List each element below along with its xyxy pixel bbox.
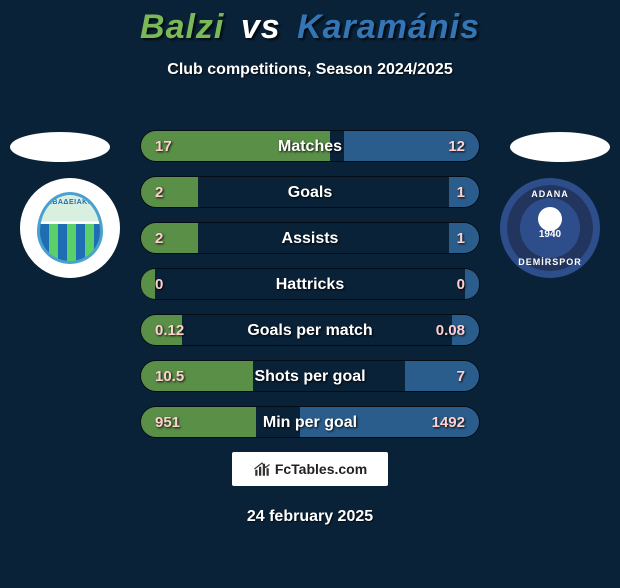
stat-row-label: Assists [141, 223, 479, 255]
stat-row: Goals2 1 [140, 176, 480, 208]
stat-row-label: Matches [141, 131, 479, 163]
right-crest-bot-text: DEMİRSPOR [518, 257, 582, 267]
left-crest-text: ΛΕΒΑΔΕΙΑΚΟΣ [40, 199, 100, 206]
stat-row: Goals per match0.12 0.08 [140, 314, 480, 346]
right-ellipse [510, 132, 610, 162]
stat-row-value-right: 0 [457, 269, 465, 301]
stat-row-label: Goals per match [141, 315, 479, 347]
title-vs: vs [241, 8, 281, 46]
left-ellipse [10, 132, 110, 162]
stat-row-label: Hattricks [141, 269, 479, 301]
stat-row-value-right: 7 [457, 361, 465, 393]
right-crest-year: 1940 [539, 229, 561, 240]
title-player1: Balzi [140, 8, 224, 46]
stat-row-value-left: 2 [155, 223, 163, 255]
stat-row-value-right: 1 [457, 223, 465, 255]
stat-rows: Matches1712Goals21Assists21Hattricks00Go… [140, 130, 480, 452]
stat-row-value-right: 1 [457, 177, 465, 209]
right-club-crest: ADANA 1940 DEMİRSPOR [500, 178, 600, 278]
stat-row: Matches17 12 [140, 130, 480, 162]
left-club-crest: ΛΕΒΑΔΕΙΑΚΟΣ [20, 178, 120, 278]
chart-icon [253, 460, 271, 478]
brand-text: FcTables.com [275, 461, 367, 477]
stat-row-value-right: 0.08 [436, 315, 465, 347]
stat-row-value-left: 951 [155, 407, 180, 439]
stat-row-label: Shots per goal [141, 361, 479, 393]
stat-row-value-left: 10.5 [155, 361, 184, 393]
stat-row-value-right: 1492 [432, 407, 465, 439]
stat-row-value-right: 12 [448, 131, 465, 163]
brand-badge: FcTables.com [232, 452, 388, 486]
stat-row: Shots per goal10.5 7 [140, 360, 480, 392]
stat-row-value-left: 0.12 [155, 315, 184, 347]
subtitle: Club competitions, Season 2024/2025 [0, 61, 620, 79]
title-player2: Karamánis [297, 8, 480, 46]
stat-row-value-left: 17 [155, 131, 172, 163]
stat-row-label: Goals [141, 177, 479, 209]
stat-row: Hattricks0 0 [140, 268, 480, 300]
stat-row-value-left: 2 [155, 177, 163, 209]
stat-row-value-left: 0 [155, 269, 163, 301]
page-title: Balzi vs Karamánis [0, 8, 620, 47]
stat-row: Min per goal951 1492 [140, 406, 480, 438]
stat-row-label: Min per goal [141, 407, 479, 439]
footer-date: 24 february 2025 [0, 508, 620, 526]
stat-row: Assists2 1 [140, 222, 480, 254]
right-crest-top-text: ADANA [531, 189, 569, 199]
